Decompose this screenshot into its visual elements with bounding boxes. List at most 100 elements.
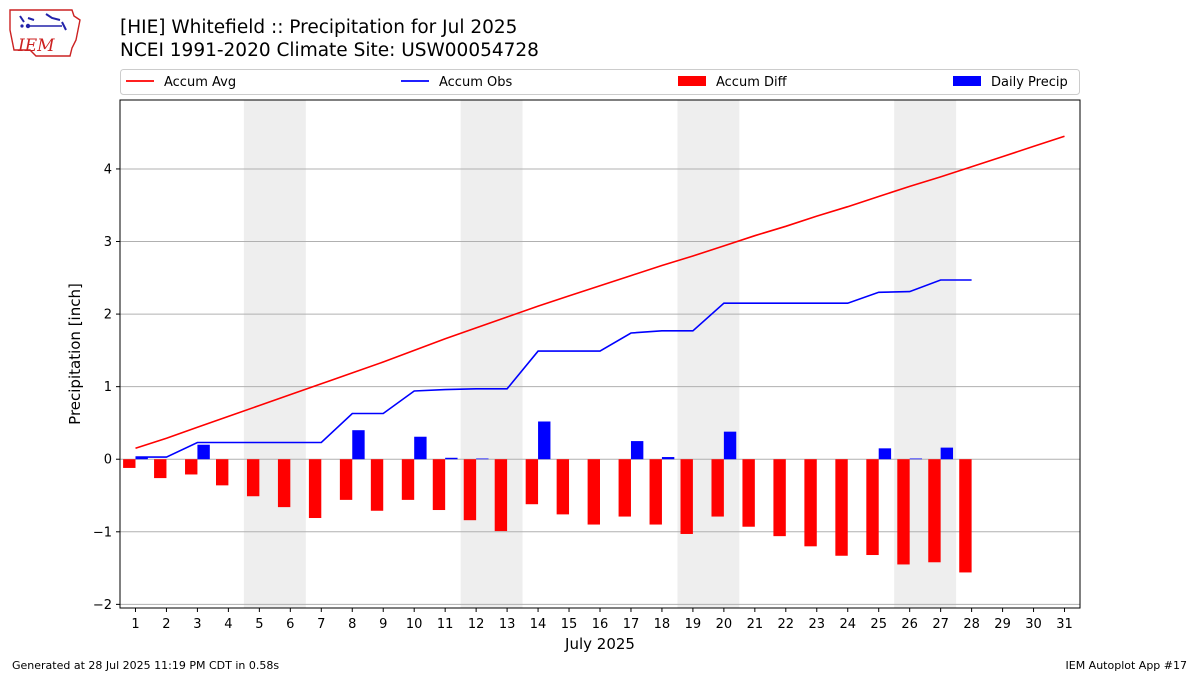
legend: Accum Avg Accum Obs Accum Diff Daily Precip	[120, 69, 1080, 95]
x-tick-label-6: 6	[286, 617, 294, 632]
y-tick-label--2: −2	[93, 598, 112, 613]
x-tick-label-29: 29	[994, 617, 1011, 632]
x-tick-label-15: 15	[561, 617, 578, 632]
diff-bar-day-5	[246, 459, 260, 497]
weather-symbols-icon	[19, 13, 67, 31]
x-tick-label-8: 8	[348, 617, 356, 632]
x-tick-label-7: 7	[317, 617, 325, 632]
daily-bar-day-1	[135, 457, 148, 460]
chart-title: [HIE] Whitefield :: Precipitation for Ju…	[120, 17, 518, 38]
daily-bar-day-17	[630, 441, 644, 460]
diff-bar-day-19	[680, 459, 693, 534]
x-tick-label-18: 18	[654, 617, 671, 632]
daily-bar-day-27	[940, 447, 954, 460]
iowa-map-outline-icon	[9, 9, 81, 57]
generated-timestamp: Generated at 28 Jul 2025 11:19 PM CDT in…	[12, 659, 280, 672]
iem-logo: IEM	[9, 9, 81, 57]
daily-bar-day-8	[352, 430, 365, 460]
daily-bar-day-25	[878, 448, 892, 460]
x-tick-label-26: 26	[901, 617, 918, 632]
diff-bar-day-20	[711, 459, 724, 517]
x-tick-label-4: 4	[224, 617, 232, 632]
x-tick-label-12: 12	[468, 617, 485, 632]
y-tick-label-3: 3	[104, 235, 112, 250]
x-tick-label-17: 17	[623, 617, 640, 632]
x-tick-label-3: 3	[193, 617, 201, 632]
y-tick-label-2: 2	[104, 308, 112, 323]
daily-bar-day-14	[538, 421, 551, 460]
chart-subtitle: NCEI 1991-2020 Climate Site: USW00054728	[120, 40, 539, 61]
x-tick-label-27: 27	[932, 617, 949, 632]
diff-bar-day-13	[494, 459, 508, 532]
lines	[135, 135, 1065, 458]
x-tick-label-20: 20	[716, 617, 733, 632]
legend-accum-obs-label: Accum Obs	[439, 75, 512, 90]
diff-bar-day-1	[123, 459, 136, 468]
line-accum-obs	[135, 279, 972, 458]
y-tick-label--1: −1	[93, 525, 112, 540]
diff-bar-day-26	[897, 459, 910, 565]
x-tick-label-13: 13	[499, 617, 516, 632]
diff-bar-day-22	[773, 459, 786, 537]
diff-bar-day-28	[959, 459, 972, 573]
x-tick-label-23: 23	[809, 617, 826, 632]
legend-daily-precip-label: Daily Precip	[991, 75, 1068, 90]
line-accum-avg	[135, 135, 1065, 450]
x-tick-label-21: 21	[747, 617, 764, 632]
x-tick-label-2: 2	[162, 617, 170, 632]
x-axis-label: July 2025	[564, 635, 635, 653]
legend-accum-avg-label: Accum Avg	[164, 75, 236, 90]
bars	[123, 421, 972, 573]
diff-bar-day-11	[432, 459, 446, 511]
diff-bar-day-4	[216, 459, 229, 486]
x-tick-label-31: 31	[1056, 617, 1073, 632]
x-tick-label-16: 16	[592, 617, 609, 632]
diff-bar-day-6	[277, 459, 291, 508]
x-tick-label-28: 28	[963, 617, 980, 632]
diff-bar-day-2	[154, 459, 167, 479]
diff-bar-day-12	[463, 459, 477, 521]
x-tick-label-24: 24	[839, 617, 856, 632]
x-tick-label-1: 1	[131, 617, 139, 632]
daily-bar-day-11	[445, 457, 458, 460]
x-tick-label-19: 19	[685, 617, 702, 632]
daily-bar-day-18	[661, 457, 675, 460]
diff-bar-day-9	[370, 459, 384, 511]
weekend-band-1	[243, 100, 306, 608]
x-tick-label-22: 22	[778, 617, 795, 632]
diff-bar-day-10	[401, 459, 415, 500]
x-tick-label-14: 14	[530, 617, 547, 632]
daily-bar-day-12	[476, 458, 489, 460]
diff-bar-day-21	[742, 459, 755, 527]
daily-bar-day-3	[197, 444, 210, 460]
x-tick-label-9: 9	[379, 617, 387, 632]
legend-accum-diff-swatch	[678, 76, 706, 86]
diff-bar-day-8	[339, 459, 353, 500]
diff-bar-day-14	[525, 459, 539, 505]
diff-bar-day-24	[835, 459, 848, 556]
x-tick-label-25: 25	[870, 617, 887, 632]
daily-bar-day-10	[414, 436, 427, 460]
x-tick-label-5: 5	[255, 617, 263, 632]
station-dot-icon-2	[20, 24, 24, 28]
y-tick-label-1: 1	[104, 380, 112, 395]
diff-bar-day-23	[804, 459, 817, 547]
daily-bar-day-20	[723, 431, 737, 460]
y-tick-label-0: 0	[104, 453, 112, 468]
x-tick-label-30: 30	[1025, 617, 1042, 632]
logo-text: IEM	[17, 36, 55, 56]
x-tick-label-11: 11	[437, 617, 454, 632]
y-tick-label-4: 4	[104, 162, 112, 177]
diff-bar-day-16	[587, 459, 600, 525]
y-axis-label: Precipitation [inch]	[66, 283, 84, 425]
app-credit: IEM Autoplot App #17	[1065, 659, 1188, 672]
station-dot-icon	[25, 23, 31, 29]
weekend-band-2	[460, 100, 523, 608]
diff-bar-day-17	[618, 459, 631, 517]
diff-bar-day-15	[556, 459, 570, 515]
gridlines	[120, 168, 1080, 605]
diff-bar-day-18	[649, 459, 662, 525]
legend-accum-diff-label: Accum Diff	[716, 75, 788, 90]
